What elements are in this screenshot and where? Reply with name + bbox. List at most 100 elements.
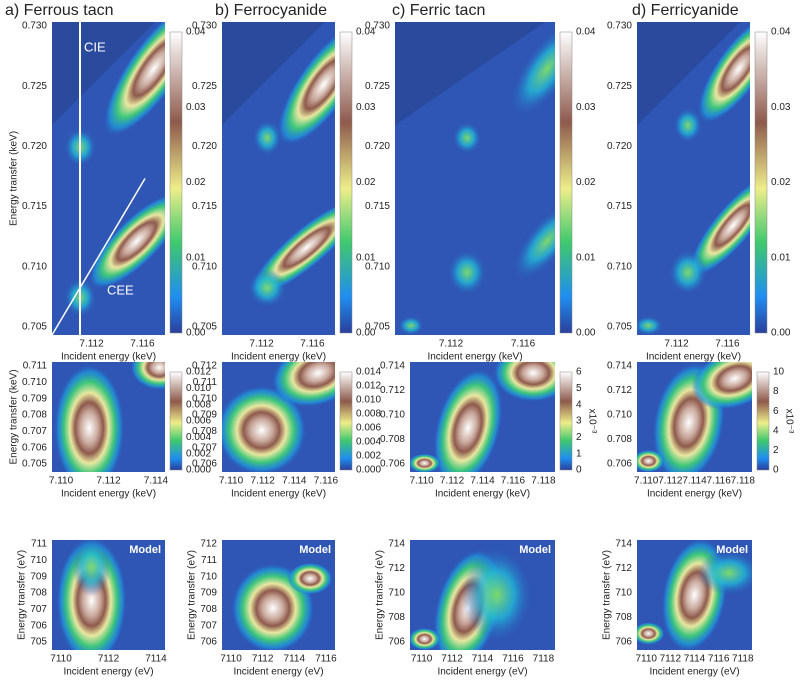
x-tick-label: 7.114 xyxy=(144,476,169,487)
y-tick-label: 712 xyxy=(615,563,632,574)
intensity-blob xyxy=(697,22,750,123)
intensity-blob xyxy=(691,362,752,410)
y-tick-label: 0.710 xyxy=(380,410,405,421)
y-tick-label: 712 xyxy=(200,539,217,550)
y-tick-label: 0.712 xyxy=(380,385,405,396)
colorbar-tick-label: 0.01 xyxy=(576,252,596,263)
y-tick-label: 0.705 xyxy=(607,322,632,333)
x-tick-label: 7.116 xyxy=(501,476,526,487)
colorbar-tick-label: 0.004 xyxy=(186,432,211,443)
x-axis-label: Incident energy (eV) xyxy=(437,667,527,678)
y-tick-label: 0.712 xyxy=(607,385,632,396)
colorbar-tick-label: 0.02 xyxy=(576,177,596,188)
x-tick-label: 7.114 xyxy=(682,476,707,487)
intensity-blob xyxy=(637,622,665,645)
colorbar-tick-label: 4 xyxy=(576,399,582,410)
y-tick-label: 706 xyxy=(388,637,405,648)
y-tick-label: 0.715 xyxy=(192,201,217,212)
colorbar-tick-label: 2 xyxy=(773,445,779,456)
intensity-blob xyxy=(248,268,287,308)
y-tick-label: 0.725 xyxy=(192,81,217,92)
x-tick-label: 7.114 xyxy=(282,476,307,487)
y-tick-label: 0.720 xyxy=(22,141,47,152)
y-tick-label: 0.730 xyxy=(365,21,390,32)
intensity-blob xyxy=(410,453,441,472)
heatmap xyxy=(410,547,533,650)
colorbar-tick-label: 0.012 xyxy=(356,381,381,392)
x-tick-label: 7.112 xyxy=(658,476,683,487)
y-tick-label: 0.706 xyxy=(380,459,405,470)
x-tick-label: 7112 xyxy=(660,654,682,665)
x-tick-label: 7112 xyxy=(98,654,120,665)
y-tick-label: 710 xyxy=(388,588,405,599)
x-tick-label: 7.116 xyxy=(715,339,740,350)
y-tick-label: 706 xyxy=(200,637,217,648)
y-tick-label: 0.705 xyxy=(22,322,47,333)
y-tick-label: 0.715 xyxy=(22,201,47,212)
y-tick-label: 0.707 xyxy=(192,442,217,453)
x-tick-label: 7.112 xyxy=(79,339,104,350)
y-tick-label: 708 xyxy=(388,612,405,623)
annotation: CIE xyxy=(84,39,106,54)
colorbar-tick-label: 0.000 xyxy=(186,465,211,476)
intensity-blob xyxy=(689,174,750,277)
intensity-blob xyxy=(410,627,441,650)
colorbar xyxy=(339,31,353,334)
y-tick-label: 709 xyxy=(30,571,47,582)
colorbar-tick-label: 0.014 xyxy=(356,367,381,378)
y-axis-label: Energy transfer (eV) xyxy=(375,550,386,640)
y-tick-label: 707 xyxy=(200,620,217,631)
panel-title: d) Ferricyanide xyxy=(632,2,739,19)
y-tick-label: 706 xyxy=(30,620,47,631)
colorbar-tick-label: 0.012 xyxy=(186,367,211,378)
y-tick-label: 0.706 xyxy=(607,459,632,470)
panel-title: c) Ferric tacn xyxy=(392,2,485,19)
intensity-blob xyxy=(447,250,487,295)
x-axis-label: Incident energy (keV) xyxy=(231,489,326,500)
intensity-blob xyxy=(637,449,665,472)
x-tick-label: 7.112 xyxy=(664,339,689,350)
intensity-blob xyxy=(72,540,111,597)
x-tick-label: 7.112 xyxy=(440,476,465,487)
colorbar-label: x10⁻³ xyxy=(783,409,794,434)
intensity-blob xyxy=(250,198,335,296)
heatmap xyxy=(637,540,752,650)
x-tick-label: 7.118 xyxy=(531,476,556,487)
x-tick-label: 7110 xyxy=(635,654,657,665)
blank-region xyxy=(637,22,740,126)
colorbar-tick-label: 8 xyxy=(773,386,779,397)
x-tick-label: 7.116 xyxy=(314,476,339,487)
heatmap xyxy=(637,22,750,335)
colorbar-tick-label: 0.006 xyxy=(186,416,211,427)
colorbar-tick-label: 0.010 xyxy=(356,395,381,406)
y-tick-label: 0.710 xyxy=(22,261,47,272)
colorbar xyxy=(559,31,573,334)
heatmap xyxy=(231,562,333,650)
colorbar-tick-label: 0.01 xyxy=(356,252,376,263)
x-axis-label: Incident energy (keV) xyxy=(61,489,156,500)
x-tick-label: 7114 xyxy=(284,654,306,665)
model-label: Model xyxy=(716,544,748,556)
colorbar-tick-label: 1 xyxy=(576,448,582,459)
y-axis-label: Energy transfer (keV) xyxy=(9,131,20,226)
y-tick-label: 714 xyxy=(388,539,405,550)
y-tick-label: 711 xyxy=(201,555,217,566)
colorbar-tick-label: 5 xyxy=(576,383,582,394)
x-tick-label: 7.116 xyxy=(130,339,155,350)
intensity-blob xyxy=(461,547,533,643)
colorbar-tick-label: 0.006 xyxy=(356,423,381,434)
colorbar xyxy=(169,31,183,334)
colorbar xyxy=(756,371,770,471)
blank-region xyxy=(395,22,545,126)
intensity-blob xyxy=(222,385,307,472)
intensity-blob xyxy=(637,316,663,335)
intensity-blob xyxy=(398,316,424,335)
intensity-blob xyxy=(287,562,333,595)
intensity-blob xyxy=(271,362,335,408)
y-tick-label: 706 xyxy=(615,637,632,648)
intensity-blob xyxy=(673,107,703,143)
y-tick-label: 0.730 xyxy=(22,21,47,32)
y-tick-label: 0.710 xyxy=(365,261,390,272)
colorbar-tick-label: 6 xyxy=(576,367,582,378)
